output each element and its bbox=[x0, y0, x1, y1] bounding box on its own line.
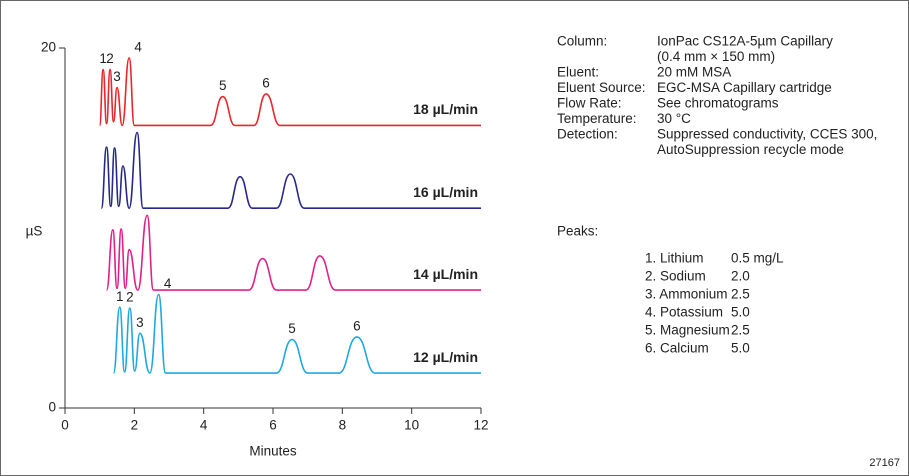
trace bbox=[100, 131, 481, 210]
peak-label: 2 bbox=[126, 290, 134, 305]
peak-label: 4 bbox=[164, 276, 172, 291]
x-tick-label: 4 bbox=[200, 418, 208, 433]
peak-name: 6. Calcium bbox=[645, 341, 709, 356]
info-value: Suppressed conductivity, CCES 300, bbox=[657, 127, 877, 142]
peak-label: 6 bbox=[262, 75, 270, 90]
peak-label: 3 bbox=[136, 315, 144, 330]
peak-conc: 2.5 bbox=[731, 287, 750, 302]
peaks-title: Peaks: bbox=[557, 224, 598, 239]
y-axis-label: µS bbox=[26, 224, 43, 239]
x-tick-label: 10 bbox=[404, 418, 419, 433]
trace bbox=[112, 293, 481, 374]
y-tick-label: 20 bbox=[41, 40, 56, 55]
x-tick-label: 0 bbox=[61, 418, 69, 433]
info-label: Flow Rate: bbox=[557, 96, 622, 111]
peak-conc: 0.5 mg/L bbox=[731, 251, 784, 266]
info-value: See chromatograms bbox=[657, 96, 779, 111]
info-value: IonPac CS12A-5µm Capillary bbox=[657, 34, 833, 49]
peak-name: 3. Ammonium bbox=[645, 287, 728, 302]
info-value: EGC-MSA Capillary cartridge bbox=[657, 80, 832, 95]
peak-conc: 2.0 bbox=[731, 269, 750, 284]
peak-label: 1 bbox=[99, 51, 107, 66]
series-label: 12 µL/min bbox=[413, 349, 478, 365]
figure-number: 27167 bbox=[869, 457, 900, 469]
y-tick-label: 0 bbox=[48, 400, 56, 415]
info-value: 20 mM MSA bbox=[657, 65, 731, 80]
x-tick-label: 2 bbox=[131, 418, 139, 433]
info-value: 30 °C bbox=[657, 111, 691, 126]
x-tick-label: 12 bbox=[473, 418, 488, 433]
peak-label: 5 bbox=[219, 78, 227, 93]
info-label: Temperature: bbox=[557, 111, 637, 126]
peak-label: 6 bbox=[353, 318, 361, 333]
peak-name: 4. Potassium bbox=[645, 305, 723, 320]
series-label: 18 µL/min bbox=[413, 101, 478, 117]
series-label: 16 µL/min bbox=[413, 184, 478, 200]
x-axis-label: Minutes bbox=[249, 444, 297, 459]
peak-label: 4 bbox=[134, 39, 142, 54]
trace bbox=[98, 57, 481, 127]
peak-label: 2 bbox=[106, 51, 114, 66]
info-label: Eluent: bbox=[557, 65, 599, 80]
info-label: Column: bbox=[557, 34, 607, 49]
peak-name: 5. Magnesium bbox=[645, 323, 730, 338]
trace bbox=[105, 214, 481, 291]
x-tick-label: 8 bbox=[339, 418, 347, 433]
peak-conc: 2.5 bbox=[731, 323, 750, 338]
peak-label: 5 bbox=[288, 321, 296, 336]
peak-conc: 5.0 bbox=[731, 305, 750, 320]
info-value: AutoSuppression recycle mode bbox=[657, 142, 844, 157]
peak-label: 3 bbox=[113, 69, 121, 84]
info-label: Eluent Source: bbox=[557, 80, 646, 95]
info-value: (0.4 mm × 150 mm) bbox=[657, 49, 775, 64]
peak-conc: 5.0 bbox=[731, 341, 750, 356]
peak-label: 1 bbox=[116, 289, 124, 304]
x-tick-label: 6 bbox=[269, 418, 277, 433]
peak-name: 2. Sodium bbox=[645, 269, 706, 284]
series-label: 14 µL/min bbox=[413, 266, 478, 282]
info-label: Detection: bbox=[557, 127, 618, 142]
peak-name: 1. Lithium bbox=[645, 251, 704, 266]
